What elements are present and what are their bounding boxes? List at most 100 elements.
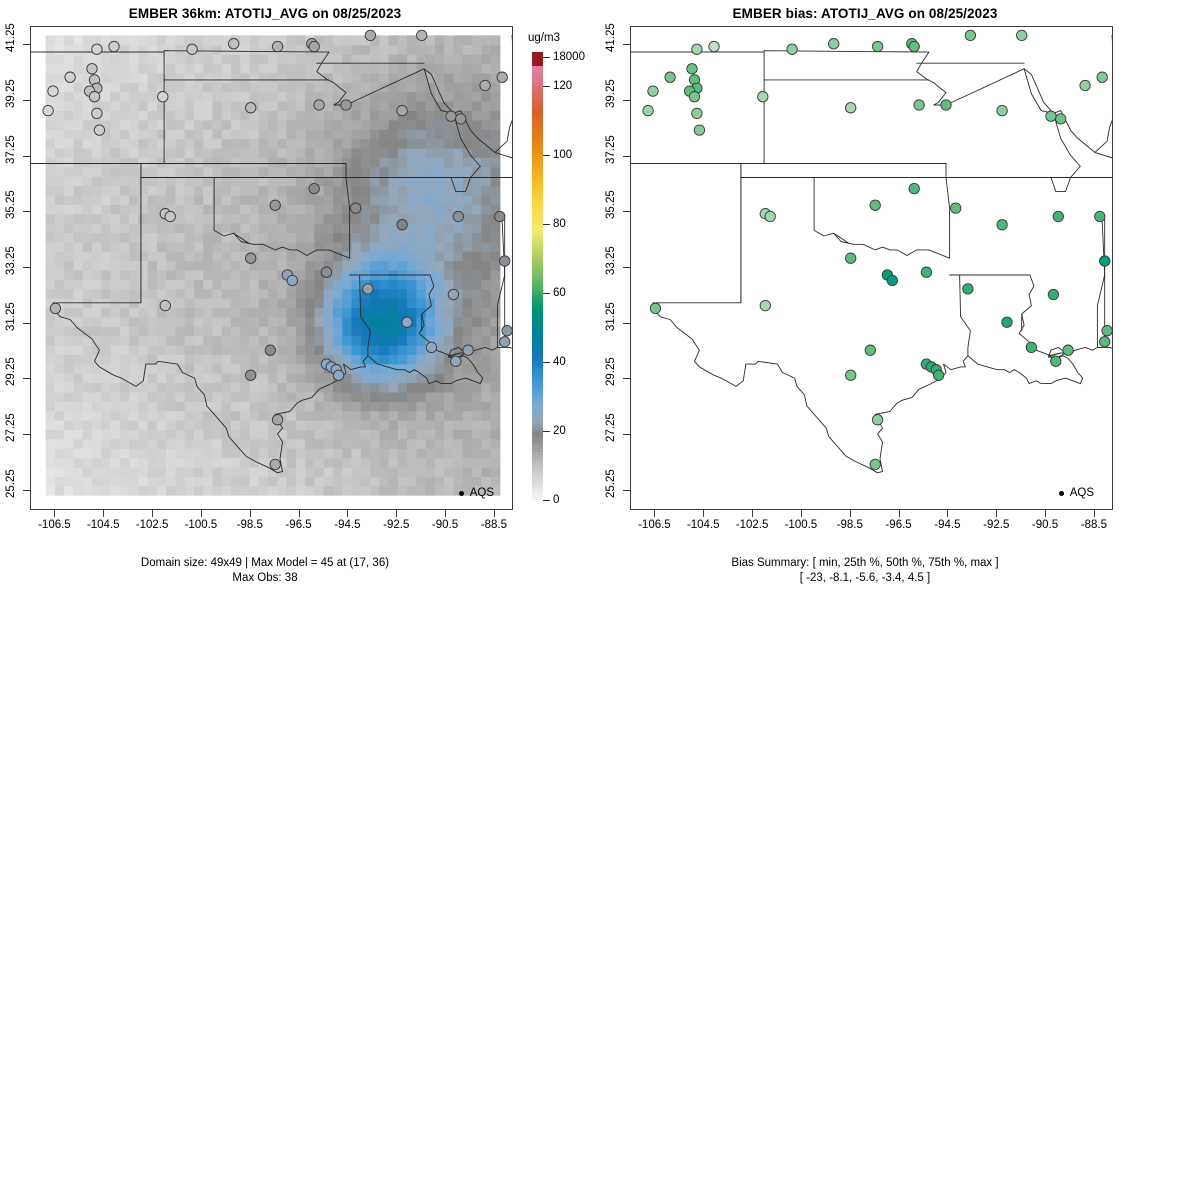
raster-cell xyxy=(73,391,84,402)
raster-cell xyxy=(129,44,139,55)
raster-cell xyxy=(305,279,316,290)
raster-cell xyxy=(388,316,399,327)
raster-cell xyxy=(314,485,325,496)
raster-cell xyxy=(397,420,408,430)
raster-cell xyxy=(45,119,56,130)
raster-cell xyxy=(388,429,399,440)
raster-cell xyxy=(156,279,167,290)
raster-cell xyxy=(453,35,464,46)
raster-cell xyxy=(370,251,380,262)
raster-cell xyxy=(351,147,362,158)
raster-cell xyxy=(73,382,84,393)
raster-cell xyxy=(221,279,232,290)
colorbar-swatch xyxy=(532,105,543,108)
raster-cell xyxy=(110,466,121,477)
raster-cell xyxy=(240,35,251,46)
y-tick-label: 29.25 xyxy=(0,358,22,387)
raster-cell xyxy=(388,157,399,168)
raster-cell xyxy=(351,298,362,309)
raster-cell xyxy=(295,185,306,196)
raster-cell xyxy=(184,194,195,205)
raster-cell xyxy=(45,129,56,140)
raster-cell xyxy=(416,241,427,252)
raster-cell xyxy=(360,147,371,158)
raster-cell xyxy=(184,298,195,309)
raster-cell xyxy=(156,316,167,327)
colorbar-tick-label: 40 xyxy=(553,356,566,369)
raster-cell xyxy=(258,476,269,487)
raster-cell xyxy=(305,166,316,177)
raster-cell xyxy=(203,466,214,477)
raster-cell xyxy=(54,241,65,252)
raster-cell xyxy=(64,448,75,459)
x-tick-label: -100.5 xyxy=(784,519,818,531)
y-tick xyxy=(623,155,630,157)
raster-cell xyxy=(231,185,241,196)
raster-cell xyxy=(101,63,112,74)
raster-cell xyxy=(434,129,445,140)
colorbar-swatch xyxy=(532,479,543,483)
raster-cell xyxy=(101,420,112,430)
raster-cell xyxy=(416,147,427,158)
raster-cell xyxy=(332,382,343,393)
raster-cell xyxy=(351,101,362,112)
raster-cell xyxy=(351,232,362,243)
raster-cell xyxy=(481,213,492,224)
colorbar-swatch xyxy=(532,197,543,201)
raster-cell xyxy=(434,476,445,487)
raster-cell xyxy=(231,129,241,140)
raster-cell xyxy=(249,476,260,487)
raster-cell xyxy=(231,110,241,121)
raster-cell xyxy=(295,382,306,393)
raster-cell xyxy=(453,54,464,65)
raster-cell xyxy=(370,157,380,168)
raster-cell xyxy=(490,176,501,187)
raster-cell xyxy=(203,82,214,93)
raster-cell xyxy=(203,298,214,309)
raster-cell xyxy=(434,157,445,168)
raster-cell xyxy=(184,429,195,440)
panel-model-title: EMBER 36km: ATOTIJ_AVG on 08/25/2023 xyxy=(128,6,402,21)
raster-cell xyxy=(407,129,417,140)
raster-cell xyxy=(110,204,121,215)
colorbar-tick-label: 20 xyxy=(553,425,566,438)
raster-cell xyxy=(110,157,121,168)
raster-cell xyxy=(82,204,93,215)
raster-cell xyxy=(258,269,269,280)
raster-cell xyxy=(240,232,251,243)
raster-cell xyxy=(119,279,130,290)
raster-cell xyxy=(193,391,204,402)
raster-cell xyxy=(110,213,121,224)
raster-cell xyxy=(45,354,56,365)
raster-cell xyxy=(249,119,260,130)
colorbar-swatch xyxy=(532,426,543,430)
raster-cell xyxy=(305,429,316,440)
raster-cell xyxy=(453,420,464,430)
raster-cell xyxy=(91,457,102,468)
raster-cell xyxy=(240,476,251,487)
raster-cell xyxy=(277,344,288,355)
raster-cell xyxy=(73,138,84,149)
raster-cell xyxy=(314,420,325,430)
colorbar-swatch xyxy=(532,133,543,136)
raster-cell xyxy=(231,382,241,393)
raster-cell xyxy=(166,326,177,337)
raster-cell xyxy=(240,373,251,384)
raster-cell xyxy=(286,194,297,205)
raster-cell xyxy=(147,307,158,318)
raster-cell xyxy=(147,204,158,215)
raster-cell xyxy=(434,72,445,83)
raster-cell xyxy=(407,279,417,290)
raster-cell xyxy=(342,354,353,365)
raster-cell xyxy=(490,72,501,83)
raster-cell xyxy=(119,241,130,252)
raster-cell xyxy=(453,269,464,280)
raster-cell xyxy=(156,260,167,271)
raster-cell xyxy=(184,373,195,384)
raster-cell xyxy=(332,288,343,299)
raster-cell xyxy=(91,335,102,346)
raster-cell xyxy=(231,448,241,459)
panel-model-caption: Domain size: 49x49 | Max Model = 45 at (… xyxy=(0,556,530,586)
raster-cell xyxy=(453,91,464,102)
raster-cell xyxy=(166,466,177,477)
